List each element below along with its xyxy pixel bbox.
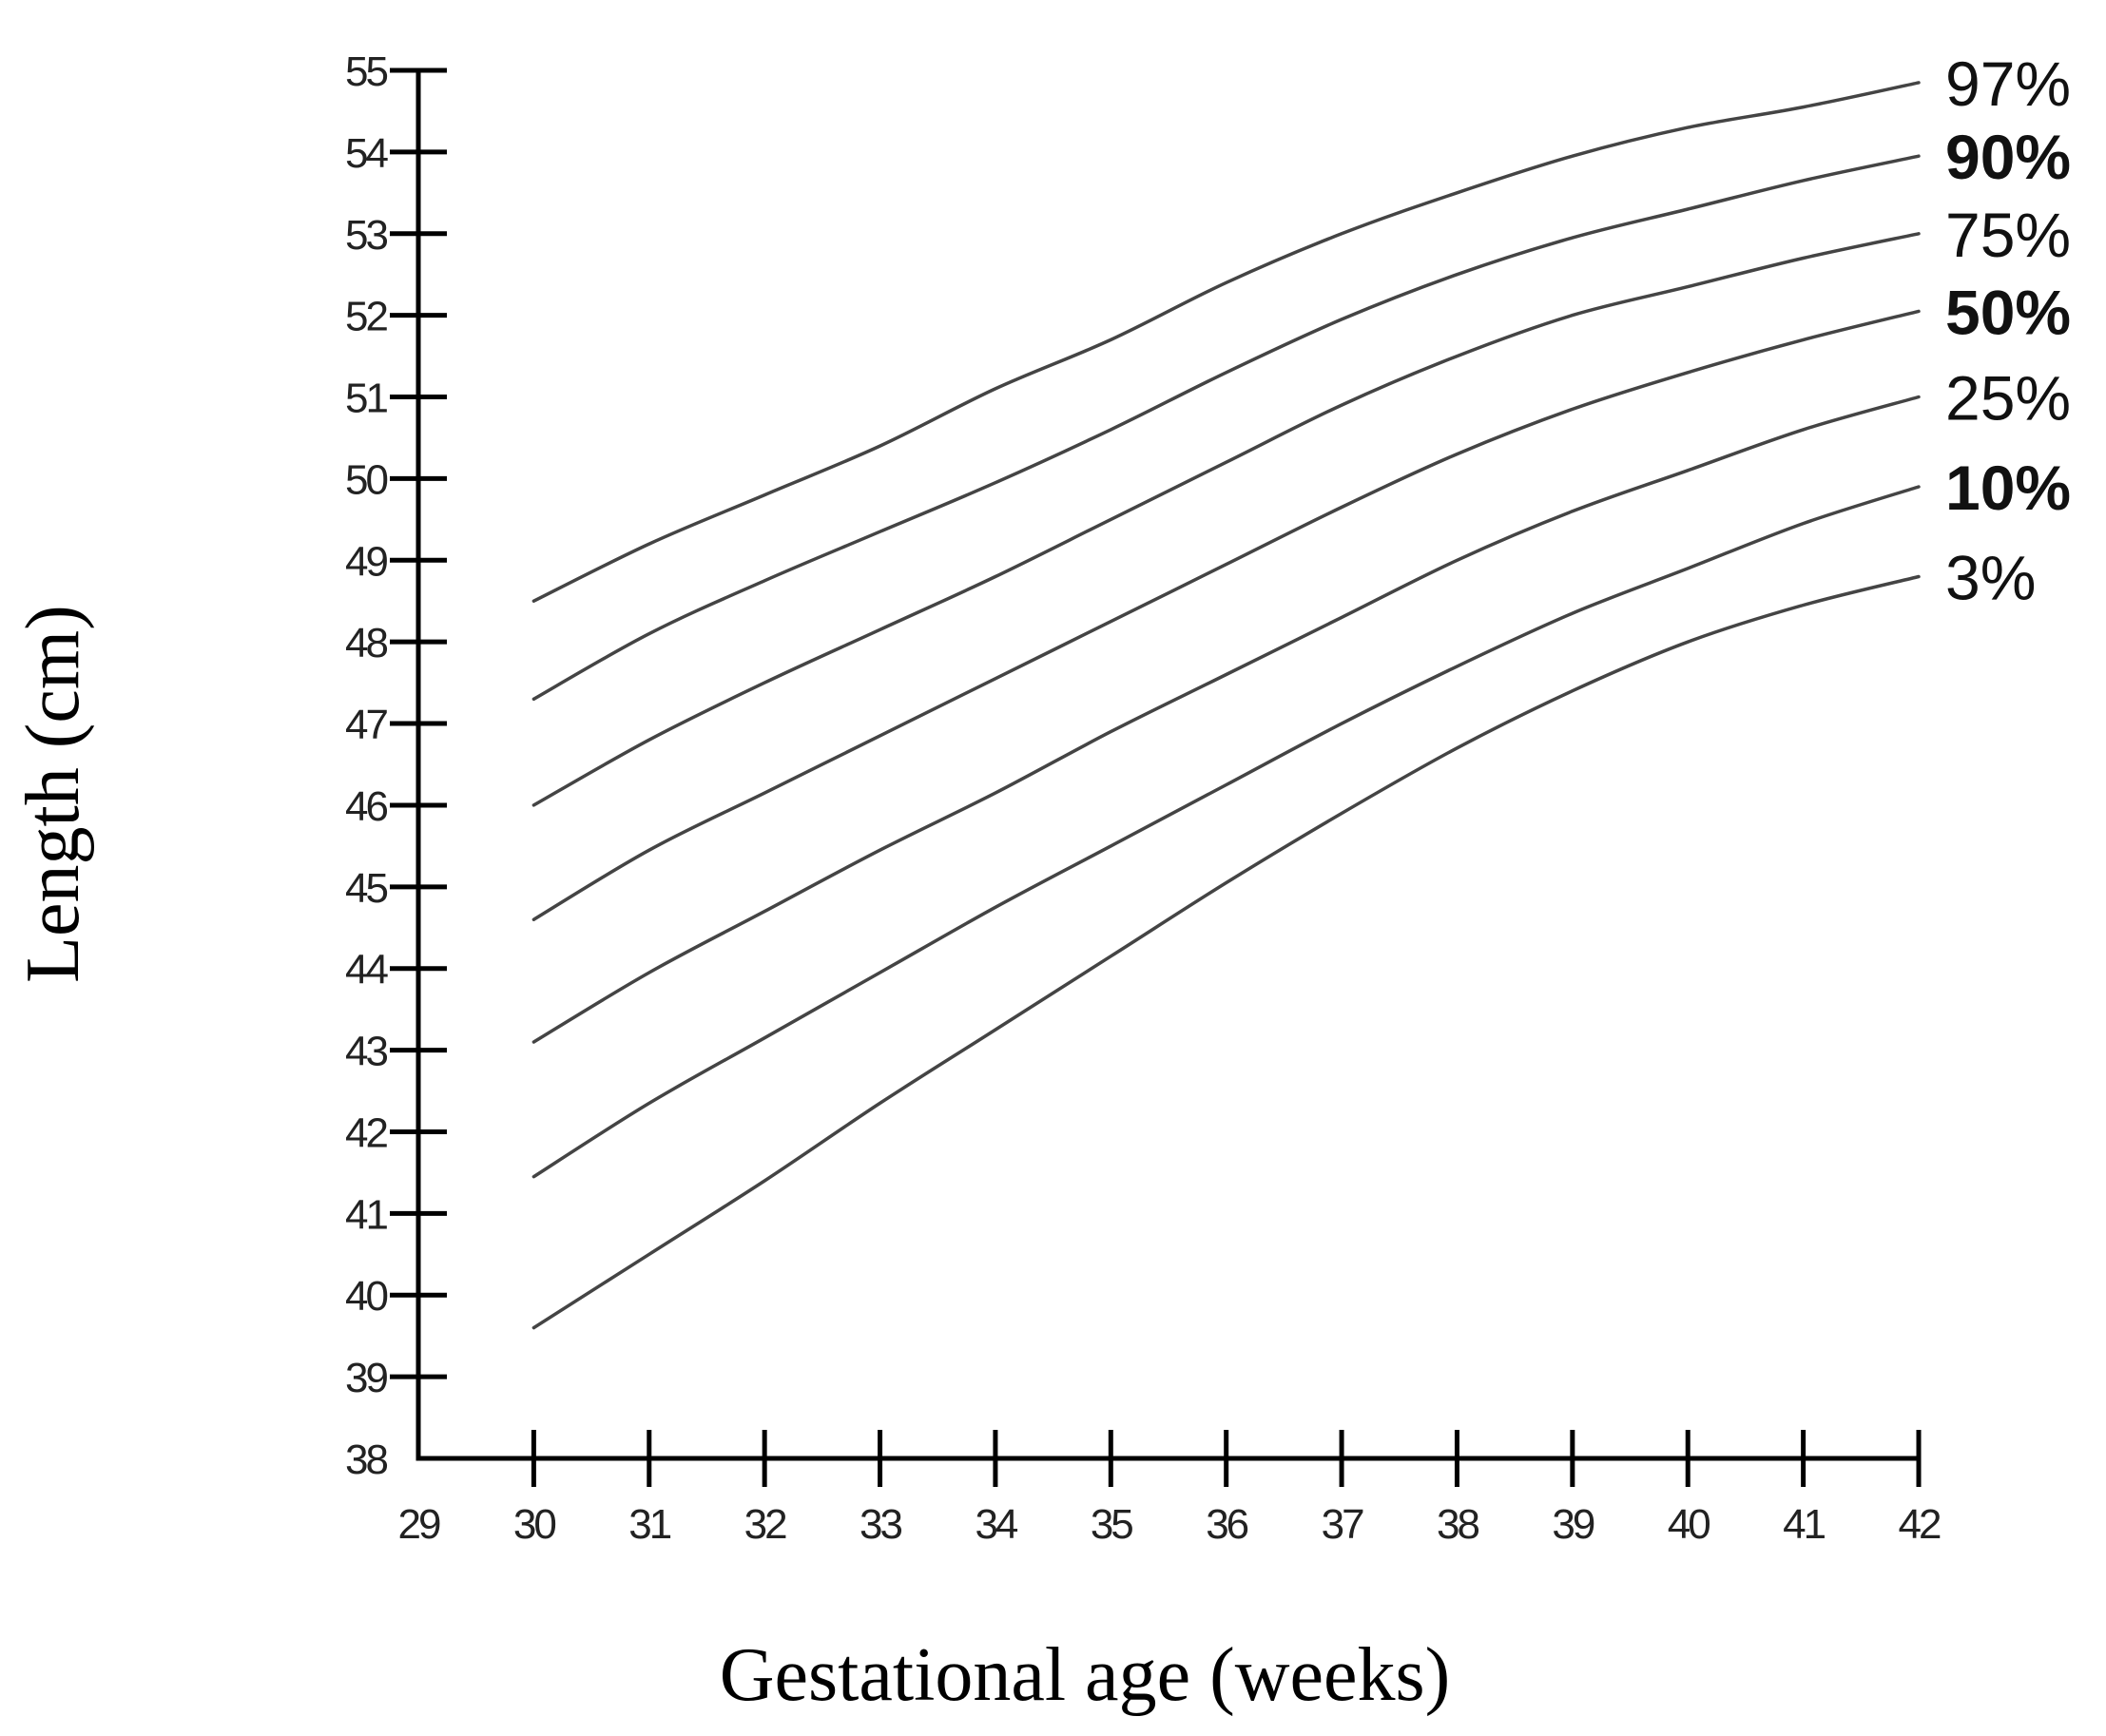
y-tick-label: 50 bbox=[345, 456, 387, 503]
x-axis-title: Gestational age (weeks) bbox=[720, 1633, 1451, 1717]
x-tick-label: 30 bbox=[513, 1501, 555, 1548]
y-tick-label: 49 bbox=[345, 538, 387, 585]
y-tick-label: 51 bbox=[345, 376, 387, 422]
x-tick-label: 38 bbox=[1437, 1501, 1478, 1548]
curves bbox=[531, 81, 1921, 1330]
y-tick-label: 44 bbox=[345, 947, 388, 993]
ticks: 38 39 40 41 42 43 44 45 46 47 48 49 50 51 52 53 54 55 29 30… bbox=[345, 48, 1943, 1548]
y-tick-label: 42 bbox=[345, 1109, 387, 1156]
series-label-90pct: 90% bbox=[1945, 122, 2071, 192]
x-tick-label: 36 bbox=[1206, 1501, 1247, 1548]
x-tick-label: 42 bbox=[1899, 1501, 1941, 1548]
y-tick-label: 48 bbox=[345, 620, 387, 666]
series-line-10pct bbox=[531, 485, 1921, 1179]
x-tick-label: 32 bbox=[744, 1501, 786, 1548]
series-line-97pct bbox=[531, 81, 1921, 603]
series-label-97pct: 97% bbox=[1945, 48, 2071, 119]
axes bbox=[415, 68, 1922, 1461]
y-tick-label: 55 bbox=[345, 48, 387, 95]
series-line-3pct bbox=[531, 574, 1921, 1330]
x-tick-label: 41 bbox=[1783, 1501, 1825, 1548]
x-tick-label: 35 bbox=[1091, 1501, 1132, 1548]
series-line-75pct bbox=[531, 232, 1921, 807]
x-tick-label: 37 bbox=[1322, 1501, 1363, 1548]
y-tick-label: 41 bbox=[345, 1191, 387, 1238]
y-tick-label: 52 bbox=[345, 294, 387, 340]
series-label-75pct: 75% bbox=[1945, 200, 2071, 270]
x-tick-label: 33 bbox=[860, 1501, 901, 1548]
series-label-50pct: 50% bbox=[1945, 277, 2071, 347]
series-line-90pct bbox=[531, 154, 1921, 702]
y-tick-label: 40 bbox=[345, 1273, 387, 1320]
y-tick-label: 46 bbox=[345, 783, 387, 830]
series-line-25pct bbox=[531, 395, 1921, 1044]
series-label-10pct: 10% bbox=[1945, 453, 2071, 523]
y-tick-label: 38 bbox=[345, 1437, 387, 1483]
x-tick-label: 29 bbox=[398, 1501, 440, 1548]
y-tick-label: 43 bbox=[345, 1029, 387, 1075]
y-tick-label: 39 bbox=[345, 1355, 387, 1401]
y-tick-label: 47 bbox=[345, 702, 387, 748]
x-tick-label: 34 bbox=[975, 1501, 1017, 1548]
x-tick-label: 40 bbox=[1668, 1501, 1710, 1548]
series-label-3pct: 3% bbox=[1945, 542, 2036, 612]
y-axis-title: Length (cm) bbox=[11, 605, 95, 983]
series-line-50pct bbox=[531, 309, 1921, 921]
series-labels: 97%90% 75%50% 25% 10% 3% bbox=[1945, 48, 2071, 613]
x-tick-label: 39 bbox=[1552, 1501, 1594, 1548]
x-tick-label: 31 bbox=[628, 1501, 670, 1548]
y-tick-label: 54 bbox=[345, 130, 388, 177]
series-label-25pct: 25% bbox=[1945, 363, 2071, 434]
y-tick-label: 45 bbox=[345, 865, 387, 912]
y-tick-label: 53 bbox=[345, 212, 387, 259]
